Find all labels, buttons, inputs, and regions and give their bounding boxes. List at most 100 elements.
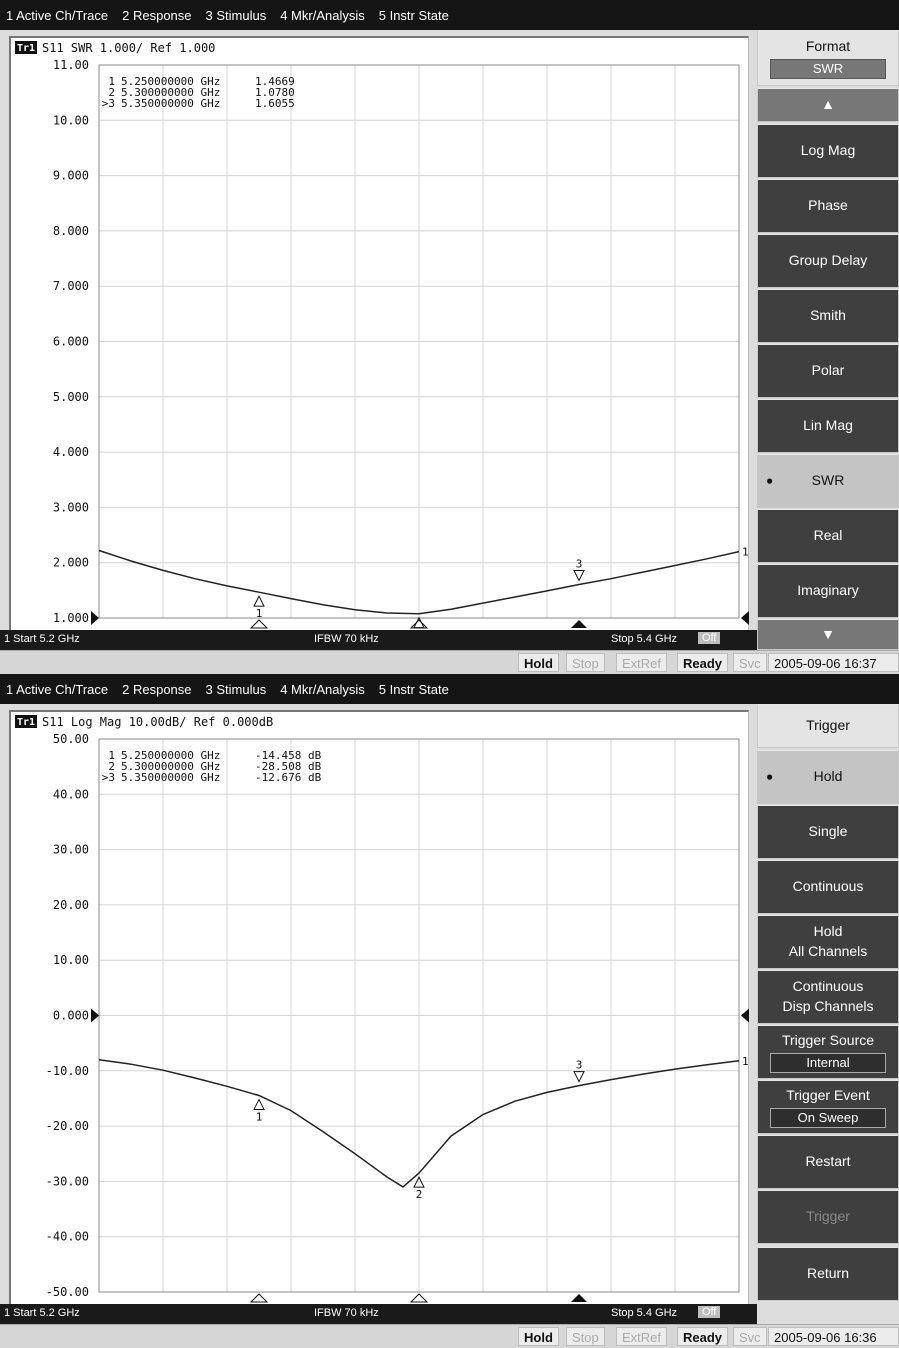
trace-line (98, 1058, 740, 1188)
menu-active-ch-trace[interactable]: 1 Active Ch/Trace (6, 7, 109, 23)
trace-plot-area[interactable]: 11.00 10.00 9.000 8.000 7.000 6.000 5.000 4.000… (9, 36, 749, 632)
softkey-single[interactable]: Single (757, 805, 899, 859)
marker-readout-value: -28.508 dB (255, 760, 322, 773)
menu-mkr-analysis[interactable]: 4 Mkr/Analysis (280, 681, 365, 697)
marker-stimulus-triangle (409, 619, 429, 629)
menu-instr-state[interactable]: 5 Instr State (378, 681, 449, 697)
marker-number: 1 (256, 1110, 263, 1123)
menu-bar: 1 Active Ch/Trace 2 Response 3 Stimulus … (0, 674, 899, 704)
softkey-real[interactable]: Real (757, 509, 899, 563)
softkey-swr[interactable]: ● SWR (757, 454, 899, 508)
trace-header: S11 SWR 1.000/ Ref 1.000 (42, 41, 215, 55)
softkey-hold-all-channels[interactable]: Hold All Channels (757, 915, 899, 969)
marker-stimulus-triangle (571, 1294, 587, 1302)
y-tick-label: 40.00 (53, 787, 89, 801)
trace-line (98, 549, 740, 615)
softkey-lin-mag[interactable]: Lin Mag (757, 399, 899, 453)
y-tick-label: 10.00 (53, 113, 89, 127)
marker-readout-freq: 5.250000000 GHz (121, 749, 220, 762)
menu-instr-state[interactable]: 5 Instr State (378, 7, 449, 23)
marker-readout-value: -14.458 dB (255, 749, 322, 762)
marker-stimulus-triangle (249, 1293, 269, 1303)
y-tick-label: 8.000 (53, 224, 89, 238)
menu-stimulus[interactable]: 3 Stimulus (205, 7, 267, 23)
softkey-return[interactable]: Return (757, 1247, 899, 1301)
y-tick-label: 9.000 (53, 169, 89, 183)
scroll-up-button[interactable]: ▲ (757, 88, 899, 122)
marker-readout-id: 2 (108, 760, 115, 773)
trace-header: S11 Log Mag 10.00dB/ Ref 0.000dB (42, 715, 273, 729)
channel-status-bar: 1 Start 5.2 GHz IFBW 70 kHz Stop 5.4 GHz… (0, 1304, 757, 1324)
y-tick-label: 3.000 (53, 500, 89, 514)
softkey-imaginary[interactable]: Imaginary (757, 564, 899, 618)
softkey-continuous-disp-channels[interactable]: Continuous Disp Channels (757, 970, 899, 1024)
status-svc: Svc (733, 1327, 767, 1346)
status-extref: ExtRef (616, 1327, 668, 1346)
marker-number: 3 (576, 558, 583, 571)
status-hold: Hold (518, 653, 559, 672)
marker-stimulus-triangle (571, 620, 587, 628)
marker-number: 3 (576, 1059, 583, 1072)
y-tick-label: -30.00 (46, 1174, 89, 1188)
ref-arrow-right-icon (741, 611, 749, 625)
trigger-source-value: Internal (770, 1053, 886, 1074)
softkey-restart[interactable]: Restart (757, 1135, 899, 1189)
menu-stimulus[interactable]: 3 Stimulus (205, 681, 267, 697)
menu-mkr-analysis[interactable]: 4 Mkr/Analysis (280, 7, 365, 23)
off-badge: Off (698, 1306, 721, 1318)
ref-arrow-left-icon (91, 1008, 99, 1023)
marker-stimulus-triangle (409, 1293, 429, 1303)
y-tick-label: 6.000 (53, 335, 89, 349)
softkey-log-mag[interactable]: Log Mag (757, 124, 899, 178)
marker-readout-freq: 5.250000000 GHz (121, 75, 220, 88)
trace-end-label: 1 (742, 1055, 749, 1068)
status-hold: Hold (518, 1327, 559, 1346)
y-tick-label: 11.00 (53, 58, 89, 72)
menu-active-ch-trace[interactable]: 1 Active Ch/Trace (6, 681, 109, 697)
softkey-trigger-event[interactable]: Trigger Event On Sweep (757, 1080, 899, 1134)
status-stop: Stop (566, 1327, 605, 1346)
y-tick-label: 10.00 (53, 953, 89, 967)
up-arrow-icon: ▲ (821, 96, 835, 113)
scroll-down-button[interactable]: ▼ (757, 619, 899, 650)
status-svc: Svc (733, 653, 767, 672)
marker-readout-value: -12.676 dB (255, 771, 322, 784)
status-stop: Stop (566, 653, 605, 672)
trace-badge-label: Tr1 (17, 43, 35, 54)
menu-response[interactable]: 2 Response (122, 681, 192, 697)
y-tick-label: 50.00 (53, 732, 89, 746)
stop-frequency: Stop 5.4 GHz (611, 633, 678, 645)
instrument-status-bar: Hold Stop ExtRef Ready Svc 2005-09-06 16… (0, 650, 899, 674)
y-tick-label: -10.00 (46, 1064, 89, 1078)
softkey-hold[interactable]: ● Hold (757, 750, 899, 804)
marker-readout-id: >3 (102, 771, 115, 784)
ifbw-label: IFBW 70 kHz (314, 1307, 379, 1319)
softkey-polar[interactable]: Polar (757, 344, 899, 398)
softkey-phase[interactable]: Phase (757, 179, 899, 233)
marker-triangle-up (413, 1176, 425, 1188)
status-ready: Ready (677, 1327, 729, 1346)
softkey-smith[interactable]: Smith (757, 289, 899, 343)
instrument-status-bar: Hold Stop ExtRef Ready Svc 2005-09-06 16… (0, 1324, 899, 1348)
menu-response[interactable]: 2 Response (122, 7, 192, 23)
marker-readout-value: 1.4669 (255, 75, 295, 88)
softkey-trigger-source[interactable]: Trigger Source Internal (757, 1025, 899, 1079)
selected-bullet-icon: ● (766, 473, 774, 488)
marker-triangle-up (253, 595, 265, 607)
softkey-group-delay[interactable]: Group Delay (757, 234, 899, 288)
trace-badge (15, 41, 37, 54)
marker-readout-freq: 5.350000000 GHz (121, 97, 220, 110)
y-tick-label: -40.00 (46, 1230, 89, 1244)
softkey-continuous[interactable]: Continuous (757, 860, 899, 914)
ifbw-label: IFBW 70 kHz (314, 633, 379, 645)
ref-arrow-left-icon (91, 611, 99, 625)
marker-readout-id: 2 (108, 86, 115, 99)
softkey-trigger[interactable]: Trigger (757, 1190, 899, 1244)
trigger-event-value: On Sweep (770, 1108, 886, 1129)
marker-readout-id: 1 (108, 75, 115, 88)
swr-chart: 11.00 10.00 9.000 8.000 7.000 6.000 5.000 4.000… (15, 41, 749, 632)
y-tick-label: 7.000 (53, 279, 89, 293)
y-tick-label: 4.000 (53, 445, 89, 459)
y-tick-label: 30.00 (53, 843, 89, 857)
trace-plot-area[interactable]: 50.00 40.00 30.00 20.00 10.00 0.000 -10.00 -20.… (9, 710, 749, 1304)
